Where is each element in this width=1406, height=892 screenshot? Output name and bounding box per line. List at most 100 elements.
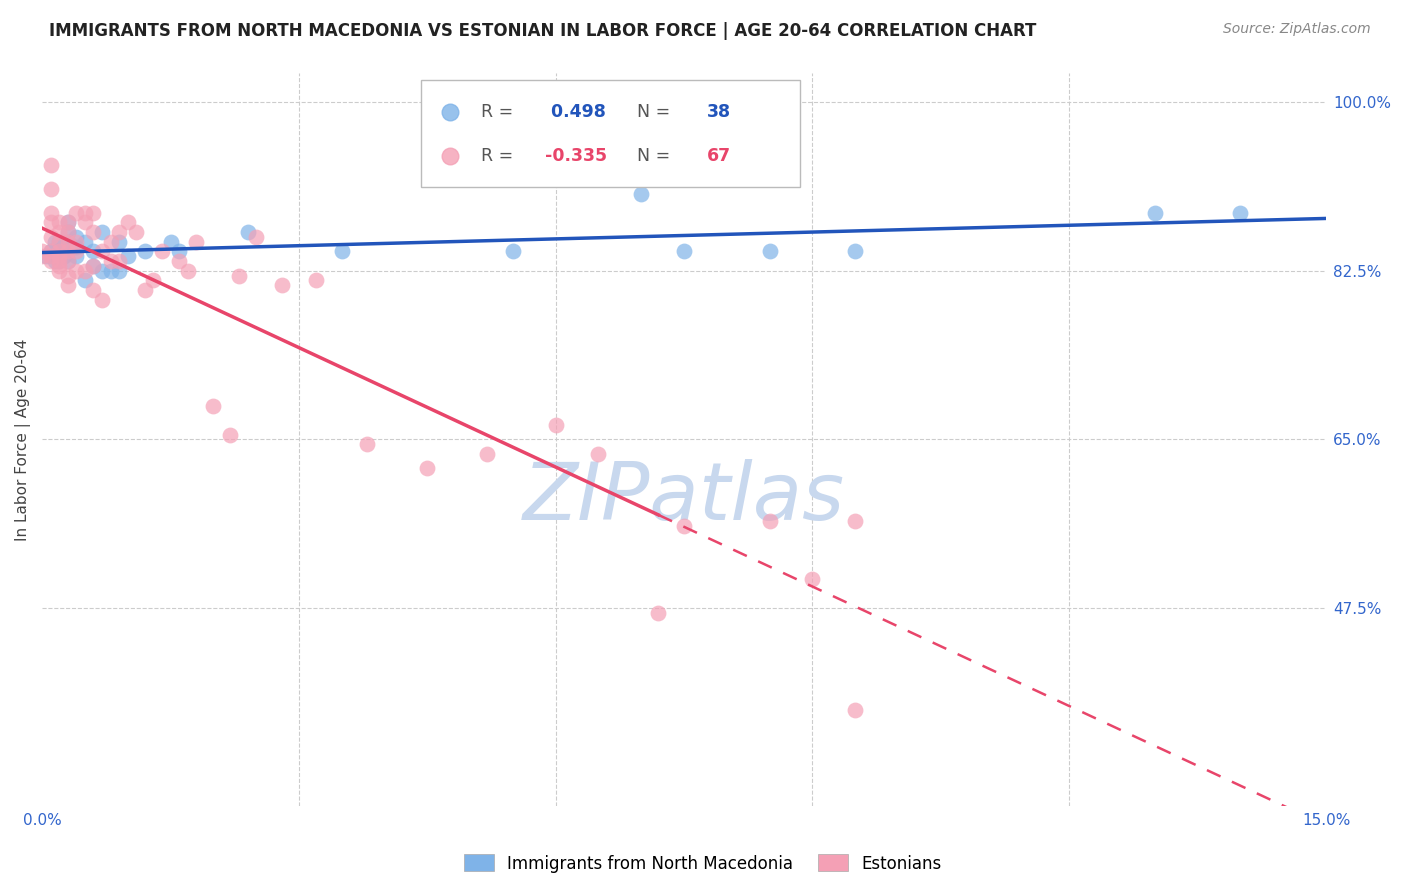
Point <box>356 437 378 451</box>
Point <box>108 254 131 268</box>
Point <box>758 244 780 259</box>
Point <box>73 273 96 287</box>
Point <box>65 235 87 249</box>
Point <box>56 225 79 239</box>
Point <box>52 249 75 263</box>
Point <box>48 263 70 277</box>
Point <box>56 215 79 229</box>
Point <box>134 244 156 259</box>
Point <box>100 254 122 268</box>
Text: 0.498: 0.498 <box>546 103 606 120</box>
Point <box>56 235 79 249</box>
Text: Source: ZipAtlas.com: Source: ZipAtlas.com <box>1223 22 1371 37</box>
Point <box>39 230 62 244</box>
Y-axis label: In Labor Force | Age 20-64: In Labor Force | Age 20-64 <box>15 338 31 541</box>
Point <box>228 268 250 283</box>
Text: N =: N = <box>626 147 676 165</box>
Point <box>91 225 114 239</box>
Point <box>48 249 70 263</box>
Text: R =: R = <box>481 147 519 165</box>
Point <box>48 244 70 259</box>
Point <box>91 293 114 307</box>
Text: -0.335: -0.335 <box>546 147 607 165</box>
Point <box>82 259 104 273</box>
Point <box>502 244 524 259</box>
Point <box>48 235 70 249</box>
Point <box>44 254 66 268</box>
Point <box>108 235 131 249</box>
Point <box>1143 206 1166 220</box>
Point <box>82 244 104 259</box>
Point <box>65 239 87 253</box>
Point <box>56 254 79 268</box>
Point <box>56 268 79 283</box>
Point <box>39 182 62 196</box>
Point <box>56 215 79 229</box>
Text: 67: 67 <box>707 147 731 165</box>
Point <box>82 225 104 239</box>
Text: IMMIGRANTS FROM NORTH MACEDONIA VS ESTONIAN IN LABOR FORCE | AGE 20-64 CORRELATI: IMMIGRANTS FROM NORTH MACEDONIA VS ESTON… <box>49 22 1036 40</box>
Point <box>65 230 87 244</box>
Point <box>82 206 104 220</box>
Point <box>801 572 824 586</box>
Point <box>48 254 70 268</box>
Point <box>236 225 259 239</box>
Point <box>65 263 87 277</box>
Point <box>117 249 139 263</box>
Point <box>82 283 104 297</box>
Point <box>48 235 70 249</box>
Point <box>31 249 53 263</box>
Point <box>39 244 62 259</box>
Point <box>91 244 114 259</box>
Point <box>142 273 165 287</box>
Point <box>673 519 696 533</box>
Point <box>150 244 173 259</box>
Point <box>477 447 499 461</box>
Point <box>100 263 122 277</box>
Point <box>73 206 96 220</box>
Point <box>305 273 328 287</box>
Point <box>844 515 866 529</box>
Point <box>73 235 96 249</box>
Point <box>60 239 83 253</box>
Point <box>39 249 62 263</box>
Point <box>588 447 610 461</box>
Point <box>630 186 652 201</box>
Point <box>48 244 70 259</box>
Point <box>108 263 131 277</box>
Point <box>125 225 148 239</box>
Point <box>39 158 62 172</box>
Point <box>73 263 96 277</box>
Point <box>48 259 70 273</box>
Point <box>39 244 62 259</box>
Point <box>186 235 208 249</box>
Point <box>202 399 225 413</box>
Point <box>544 417 567 432</box>
Point <box>56 225 79 239</box>
Point <box>108 225 131 239</box>
Point <box>65 206 87 220</box>
Point <box>647 606 669 620</box>
Point <box>31 244 53 259</box>
Point <box>35 249 58 263</box>
Point <box>330 244 353 259</box>
Point <box>73 215 96 229</box>
Point <box>56 254 79 268</box>
Text: ZIPatlas: ZIPatlas <box>523 459 845 537</box>
Point <box>159 235 181 249</box>
Point <box>758 515 780 529</box>
Point <box>844 702 866 716</box>
Text: R =: R = <box>481 103 519 120</box>
Point <box>44 235 66 249</box>
Legend: Immigrants from North Macedonia, Estonians: Immigrants from North Macedonia, Estonia… <box>457 847 949 880</box>
Point <box>673 244 696 259</box>
Point <box>844 244 866 259</box>
Point <box>134 283 156 297</box>
Point <box>39 215 62 229</box>
Point <box>1229 206 1251 220</box>
Point <box>48 225 70 239</box>
Point <box>48 254 70 268</box>
Point <box>167 244 190 259</box>
Point <box>100 235 122 249</box>
Point <box>56 244 79 259</box>
